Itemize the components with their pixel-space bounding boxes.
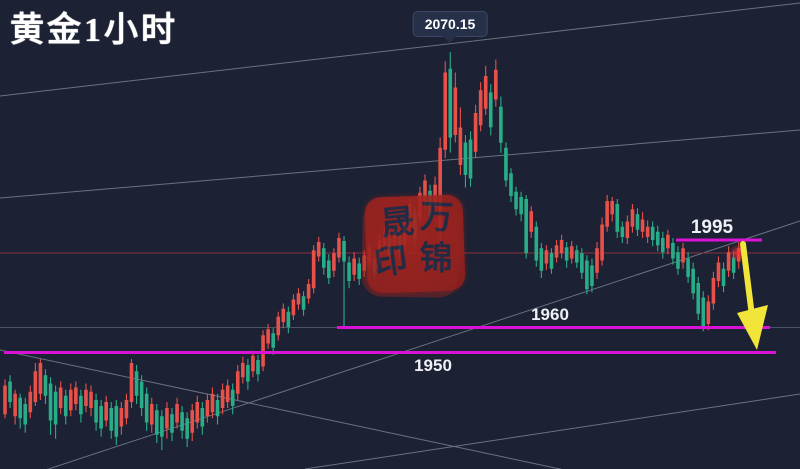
seal-stamp-watermark: 晟 印 万 锦 xyxy=(364,194,466,294)
level-label-1995: 1995 xyxy=(690,217,734,238)
down-arrow xyxy=(737,241,768,350)
level-label-1950: 1950 xyxy=(414,356,452,375)
high-price-value: 2070.15 xyxy=(424,16,476,32)
page-title: 黄金1小时 xyxy=(10,12,178,49)
level-label-1960: 1960 xyxy=(531,305,569,324)
seal-character: 印 xyxy=(372,242,410,283)
seal-character: 万 xyxy=(419,199,454,237)
seal-character: 锦 xyxy=(419,240,453,278)
high-price-tooltip: 2070.15 xyxy=(412,11,488,43)
seal-character: 晟 xyxy=(379,203,416,243)
